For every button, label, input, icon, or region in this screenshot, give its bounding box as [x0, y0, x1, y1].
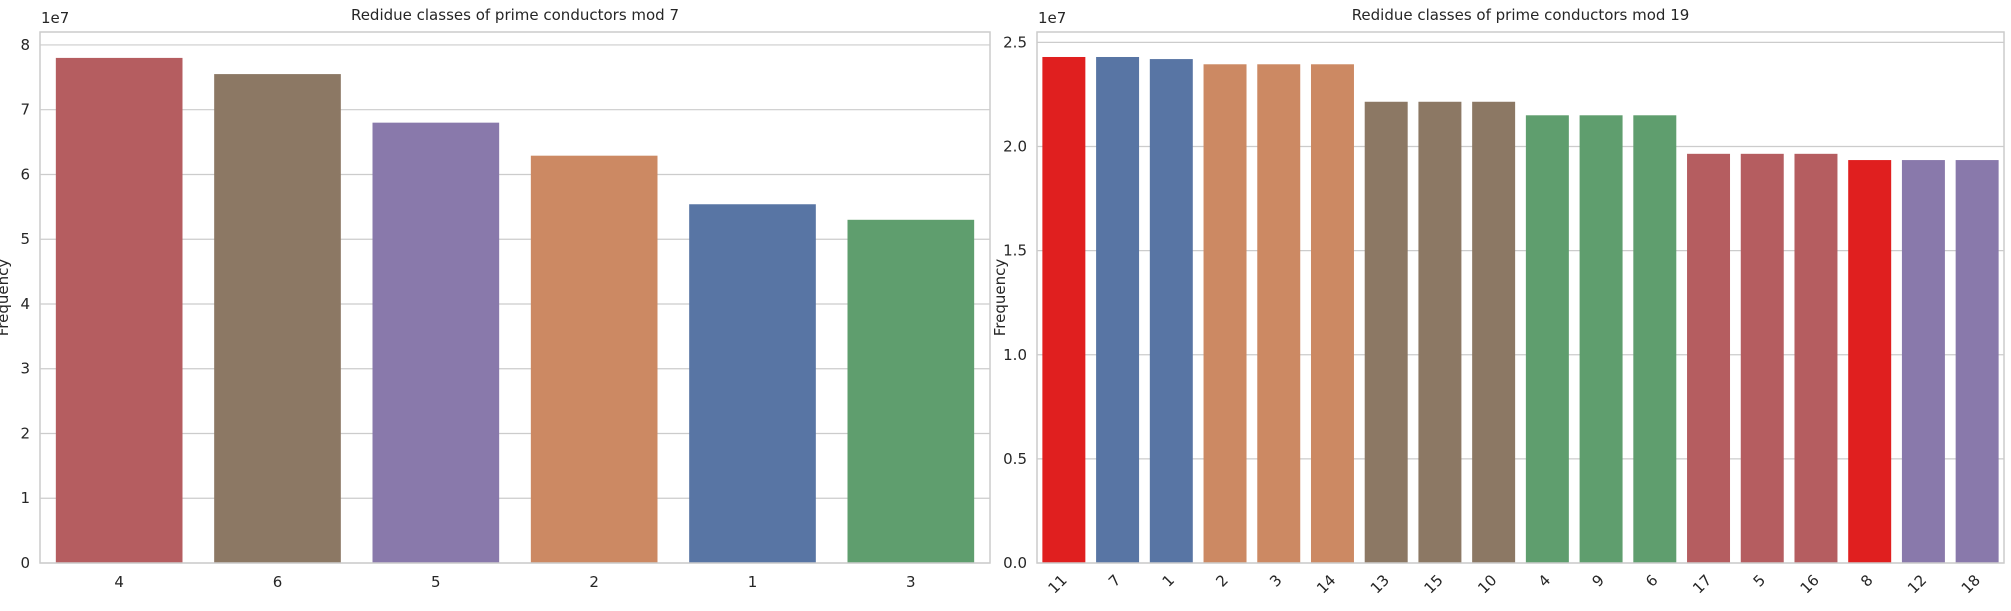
y-tick-label: 2: [20, 424, 30, 442]
y-tick-label: 6: [20, 165, 30, 183]
bar: [1740, 153, 1784, 564]
y-tick-label: 2.5: [1003, 33, 1027, 51]
bar: [847, 219, 975, 564]
y-tick-label: 5: [20, 230, 30, 248]
x-tick-label: 1: [748, 573, 758, 591]
chart-title: Redidue classes of prime conductors mod …: [1352, 6, 1690, 24]
chart-panel-mod-19: Redidue classes of prime conductors mod …: [991, 6, 2005, 597]
x-tick-label: 3: [906, 573, 916, 591]
bar: [372, 122, 500, 563]
bar: [1794, 153, 1838, 564]
x-tick-label: 6: [273, 573, 283, 591]
plot-frame: [39, 31, 991, 564]
bar: [1687, 153, 1731, 564]
bar: [1364, 101, 1408, 564]
y-axis-scale-label: 1e7: [41, 9, 69, 27]
y-tick-label: 0.5: [1003, 450, 1027, 468]
y-tick-label: 7: [20, 101, 30, 119]
y-axis-scale-label: 1e7: [1038, 9, 1066, 27]
bar: [1955, 160, 1999, 564]
y-tick-label: 0.0: [1003, 554, 1027, 572]
bar: [1848, 160, 1892, 564]
y-tick-label: 1.5: [1003, 242, 1027, 260]
bar: [1042, 56, 1086, 564]
bar: [55, 57, 183, 564]
bar: [1149, 59, 1193, 563]
x-tick-label: 2: [589, 573, 599, 591]
bar: [1472, 101, 1516, 564]
bar: [1418, 101, 1462, 564]
y-tick-label: 3: [20, 360, 30, 378]
bar: [1096, 56, 1140, 564]
bar: [214, 74, 341, 563]
bar: [1310, 64, 1354, 563]
y-tick-label: 1: [20, 489, 30, 507]
bar: [1525, 115, 1569, 563]
y-axis-label: Frequency: [991, 259, 1009, 337]
y-tick-label: 1.0: [1003, 346, 1027, 364]
bar: [1901, 160, 1945, 564]
plot-frame: [1036, 31, 2005, 564]
bar: [1203, 64, 1247, 563]
bar: [1633, 115, 1677, 563]
bar: [530, 155, 658, 563]
chart-panel-mod-7: Redidue classes of prime conductors mod …: [0, 6, 991, 591]
bar: [689, 204, 816, 563]
y-tick-label: 8: [20, 36, 30, 54]
bar: [1257, 64, 1301, 563]
bar: [1579, 115, 1623, 563]
y-tick-label: 0: [20, 554, 30, 572]
y-tick-label: 2.0: [1003, 138, 1027, 156]
y-axis-label: Frequency: [0, 259, 12, 337]
x-tick-label: 5: [431, 573, 441, 591]
y-tick-label: 4: [20, 295, 30, 313]
chart-title: Redidue classes of prime conductors mod …: [351, 6, 679, 24]
x-tick-label: 4: [114, 573, 124, 591]
